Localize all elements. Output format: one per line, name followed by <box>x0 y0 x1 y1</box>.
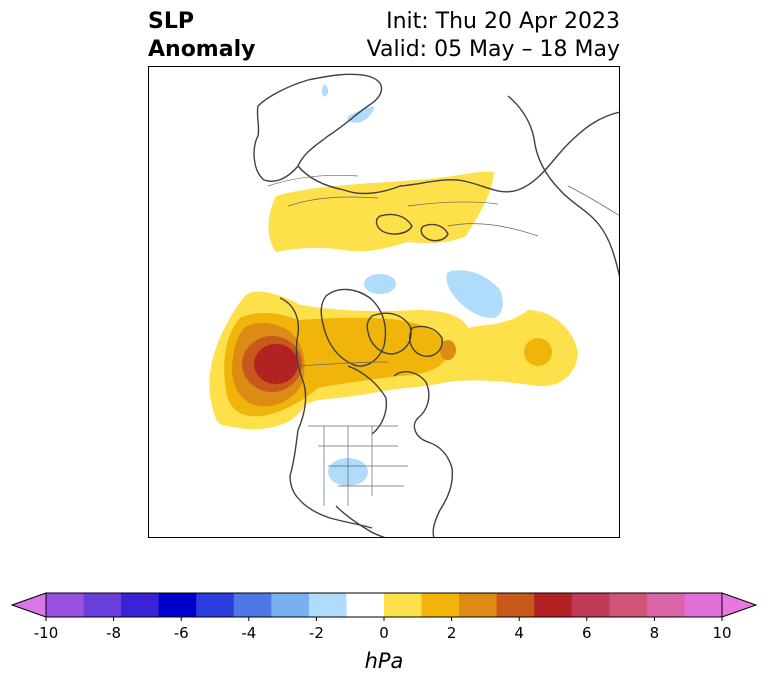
colorbar-segments <box>46 593 723 617</box>
colorbar-segment <box>421 593 460 617</box>
colorbar-segment <box>233 593 272 617</box>
colorbar-segment <box>308 593 347 617</box>
colorbar-tick-label: -2 <box>309 624 324 642</box>
colorbar-tick-label: 2 <box>447 624 457 642</box>
coastlines <box>253 73 620 538</box>
colorbar-extend-low <box>10 592 47 618</box>
colorbar-segment <box>158 593 197 617</box>
political-borders <box>267 174 620 506</box>
colorbar-segment <box>46 593 85 617</box>
anomaly-positive-level2-east <box>524 338 552 366</box>
colorbar-unit-label: hPa <box>365 649 404 673</box>
anomaly-negative-greenland-north <box>321 84 329 97</box>
colorbar-ticks: -10 -8 -6 -4 -2 0 2 4 6 8 10 <box>34 617 732 642</box>
colorbar-tick-label: 0 <box>379 624 389 642</box>
map-background <box>148 66 620 538</box>
anomaly-positive-level3-small <box>440 340 456 360</box>
colorbar-tick-label: 6 <box>582 624 592 642</box>
colorbar-tick-label: -10 <box>34 624 59 642</box>
colorbar-segment <box>83 593 122 617</box>
anomaly-negative-arctic <box>364 274 396 294</box>
anomaly-negative-norway <box>347 106 374 123</box>
anomaly-positive-core <box>254 344 298 384</box>
colorbar-segment <box>346 593 385 617</box>
map-title: SLP Anomaly <box>148 8 255 64</box>
colorbar-segment <box>496 593 535 617</box>
colorbar-tick-label: -8 <box>106 624 121 642</box>
colorbar-tick-label: 10 <box>712 624 731 642</box>
colorbar-tick-label: 4 <box>514 624 524 642</box>
colorbar: -10 -8 -6 -4 -2 0 2 4 6 8 10 hPa <box>10 592 758 673</box>
colorbar-segment <box>271 593 310 617</box>
anomaly-negative-beaufort <box>446 270 503 318</box>
colorbar-segment <box>684 593 723 617</box>
map-title-line2: Anomaly <box>148 37 256 62</box>
colorbar-segment <box>534 593 573 617</box>
slp-anomaly-map <box>148 66 620 538</box>
colorbar-tick-label: -6 <box>174 624 189 642</box>
init-date-label: Init: Thu 20 Apr 2023 <box>386 9 620 34</box>
colorbar-segment <box>571 593 610 617</box>
colorbar-segment <box>384 593 423 617</box>
colorbar-tick-label: 8 <box>650 624 660 642</box>
colorbar-segment <box>646 593 685 617</box>
colorbar-segment <box>609 593 648 617</box>
valid-range-label: Valid: 05 May – 18 May <box>366 37 620 62</box>
colorbar-extend-high <box>721 592 758 618</box>
colorbar-segment <box>459 593 498 617</box>
map-frame <box>148 66 620 538</box>
colorbar-tick-label: -4 <box>241 624 256 642</box>
forecast-dates: Init: Thu 20 Apr 2023 Valid: 05 May – 18… <box>367 8 620 64</box>
colorbar-segment <box>196 593 235 617</box>
colorbar-segment <box>121 593 160 617</box>
map-title-line1: SLP <box>148 9 194 34</box>
anomaly-positive-arctic <box>268 171 494 252</box>
